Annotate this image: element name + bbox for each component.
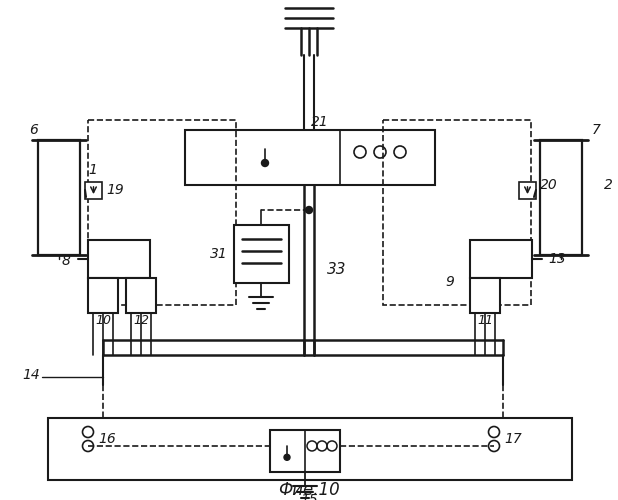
Bar xyxy=(185,130,435,185)
Text: 16: 16 xyxy=(98,432,116,446)
Circle shape xyxy=(284,454,290,460)
Text: 10: 10 xyxy=(95,314,111,328)
Bar xyxy=(48,418,572,480)
Text: 31: 31 xyxy=(210,247,228,261)
Text: 21: 21 xyxy=(311,115,329,129)
Text: 9: 9 xyxy=(445,275,454,289)
Text: 14: 14 xyxy=(22,368,40,382)
Bar xyxy=(234,225,289,283)
Text: 1: 1 xyxy=(88,163,97,177)
Text: 12: 12 xyxy=(133,314,149,328)
Bar xyxy=(470,240,532,278)
Text: 8: 8 xyxy=(61,254,70,268)
Text: 19: 19 xyxy=(106,183,124,197)
Bar xyxy=(88,278,118,313)
Bar xyxy=(270,430,340,472)
Circle shape xyxy=(305,206,313,214)
Text: 2: 2 xyxy=(604,178,613,192)
Text: 20: 20 xyxy=(540,178,558,192)
Bar xyxy=(519,182,536,199)
Text: Фие.10: Фие.10 xyxy=(278,481,340,499)
Text: 33: 33 xyxy=(327,262,347,278)
Text: 6: 6 xyxy=(30,123,38,137)
Text: 15: 15 xyxy=(300,493,318,500)
Bar xyxy=(540,140,582,255)
Circle shape xyxy=(261,160,268,166)
Bar xyxy=(85,182,102,199)
Bar xyxy=(126,278,156,313)
Bar xyxy=(383,120,531,305)
Text: 13: 13 xyxy=(548,252,565,266)
Text: 11: 11 xyxy=(477,314,493,328)
Bar xyxy=(88,120,236,305)
Bar xyxy=(470,278,500,313)
Text: 17: 17 xyxy=(504,432,522,446)
Bar xyxy=(88,240,150,278)
Text: 7: 7 xyxy=(592,123,601,137)
Bar xyxy=(38,140,80,255)
